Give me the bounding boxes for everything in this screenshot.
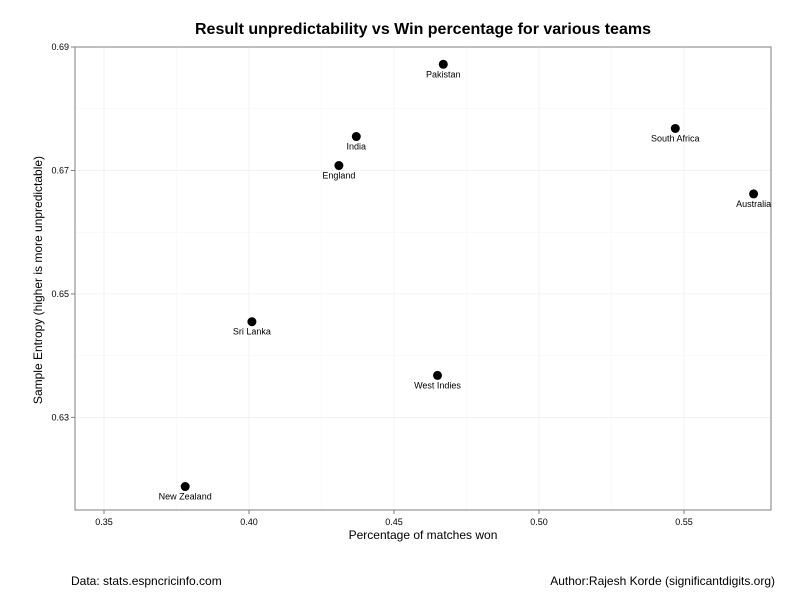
y-tick-label: 0.67 [51,165,69,175]
point-label: New Zealand [159,492,212,502]
x-tick-label: 0.55 [675,517,693,527]
data-point [334,161,344,171]
point-label: England [322,171,355,181]
x-tick-label: 0.45 [385,517,403,527]
y-axis-title: Sample Entropy (higher is more unpredict… [31,156,45,404]
x-axis-ticks: 0.35 0.40 0.45 0.50 0.55 [95,510,693,527]
y-axis-ticks: 0.63 0.65 0.67 0.69 [51,42,75,422]
data-point [180,482,190,492]
y-tick-label: 0.69 [51,42,69,52]
plot-border [74,46,772,511]
point-label: West Indies [414,380,461,390]
point-label: South Africa [651,133,700,143]
data-point [351,132,361,142]
x-axis-title: Percentage of matches won [349,528,498,542]
data-point [247,317,257,327]
y-tick-label: 0.63 [51,412,69,422]
data-point [433,370,442,380]
plot-panel [75,47,771,510]
y-tick-label: 0.65 [51,289,69,299]
data-point [438,59,448,69]
plot-background [75,47,771,510]
x-tick-label: 0.40 [240,517,258,527]
point-label: Pakistan [426,69,461,79]
x-tick-label: 0.35 [95,517,113,527]
point-label: Australia [736,199,771,209]
chart-title: Result unpredictability vs Win percentag… [195,21,651,38]
data-points: Pakistan India England South Africa Australi… [159,59,771,502]
data-point [749,189,759,199]
author-caption: Author:Rajesh Korde (significantdigits.o… [550,574,775,588]
point-label: Sri Lanka [233,327,271,337]
point-label: India [347,142,367,152]
grid-lines [75,46,771,510]
data-point [670,123,680,133]
data-source-caption: Data: stats.espncricinfo.com [71,574,222,588]
x-tick-label: 0.50 [530,517,548,527]
